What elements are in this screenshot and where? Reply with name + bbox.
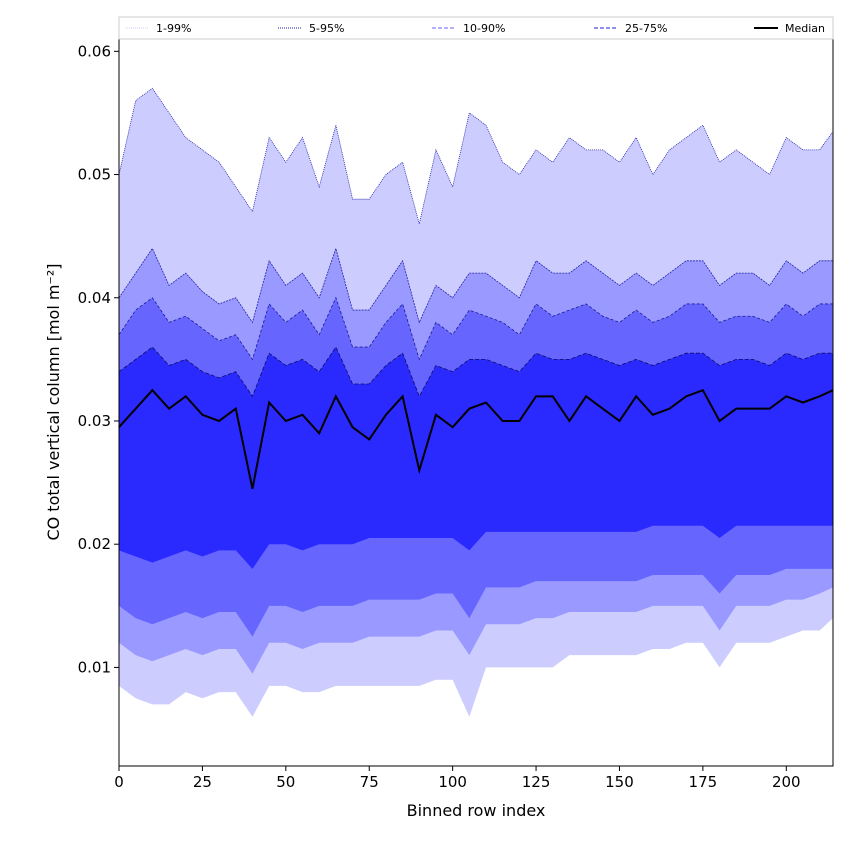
y-axis-label: CO total vertical column [mol m⁻²] — [44, 263, 63, 540]
x-tick-label: 25 — [193, 773, 212, 791]
x-tick-label: 125 — [522, 773, 551, 791]
band-upper-edge-1-99- — [118, 87, 834, 224]
x-tick-label: 175 — [689, 773, 718, 791]
x-tick-label: 100 — [438, 773, 467, 791]
legend: 1-99% 5-95% 10-90% 25-75% Median — [118, 16, 834, 40]
x-tick-label: 50 — [276, 773, 295, 791]
band-areas — [119, 88, 833, 717]
legend-box — [118, 16, 834, 40]
y-tick-label: 0.01 — [78, 658, 111, 676]
legend-label: 1-99% — [156, 22, 191, 35]
band-25-75- — [119, 347, 833, 569]
x-axis-label: Binned row index — [407, 801, 546, 820]
x-tick-label: 0 — [114, 773, 124, 791]
legend-label: 5-95% — [309, 22, 344, 35]
x-axis-ticks: 0 25 50 75 100 125 150 175 200 — [114, 766, 801, 791]
x-tick-label: 150 — [605, 773, 634, 791]
median-line — [118, 388, 834, 489]
legend-label: 10-90% — [463, 22, 505, 35]
y-tick-label: 0.03 — [78, 412, 111, 430]
band-upper-edge-25-75- — [118, 346, 833, 398]
legend-label: 25-75% — [625, 22, 667, 35]
legend-label: Median — [785, 22, 825, 35]
y-tick-label: 0.04 — [78, 289, 111, 307]
y-axis-ticks: 0.01 0.02 0.03 0.04 0.05 0.06 — [78, 42, 119, 676]
band-upper-edge-5-95- — [118, 247, 833, 324]
y-tick-label: 0.06 — [78, 42, 111, 60]
x-tick-label: 75 — [360, 773, 379, 791]
y-tick-label: 0.02 — [78, 535, 111, 553]
band-edge-lines — [118, 87, 834, 398]
band-upper-edge-10-90- — [118, 296, 833, 361]
x-tick-label: 200 — [772, 773, 801, 791]
y-tick-label: 0.05 — [78, 166, 111, 184]
